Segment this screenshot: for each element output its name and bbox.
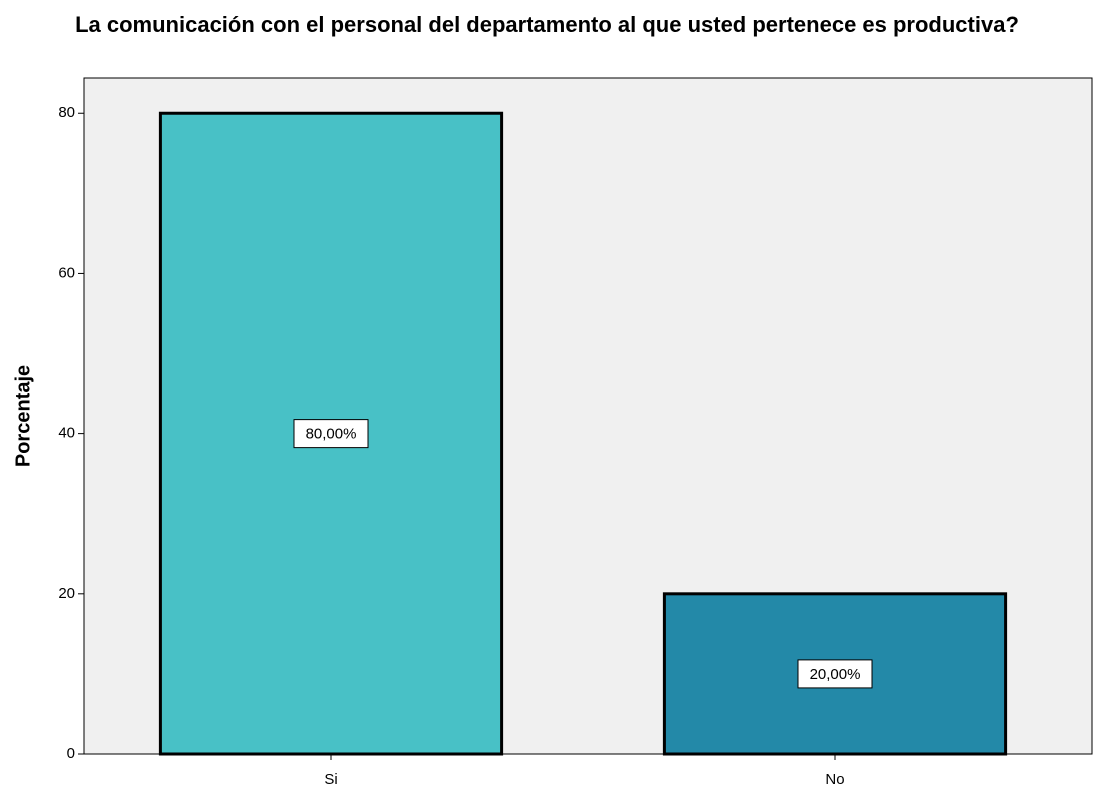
y-tick-label: 80 [58,104,75,121]
y-tick-label: 20 [58,585,75,602]
x-tick-label: No [825,771,844,788]
y-axis-label: Porcentaje [12,365,34,467]
value-label: 80,00% [306,426,357,443]
y-tick-label: 60 [58,264,75,281]
x-tick-label: Si [324,771,337,788]
value-label-box [293,419,369,449]
value-label: 20,00% [810,666,861,683]
chart-title: La comunicación con el personal del depa… [75,12,1019,37]
y-tick-label: 0 [67,745,75,762]
value-label-box [797,659,873,689]
y-tick-label: 40 [58,425,75,442]
